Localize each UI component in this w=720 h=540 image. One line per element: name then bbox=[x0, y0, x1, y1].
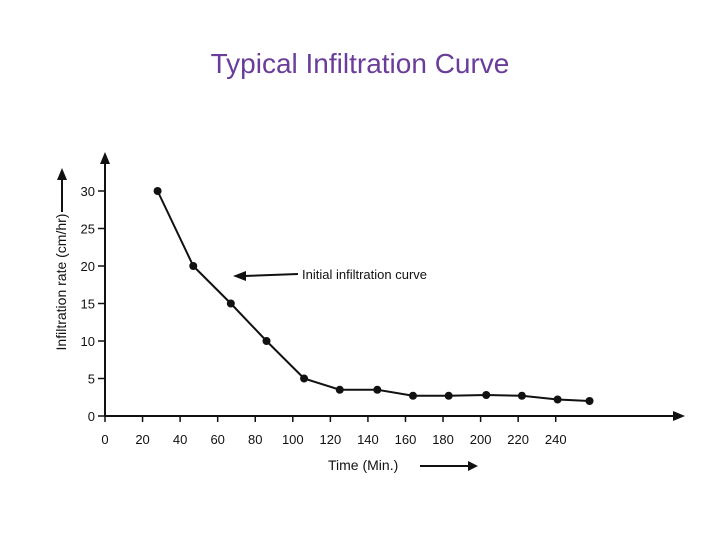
x-axis-title-arrowhead bbox=[468, 461, 478, 471]
annotations: Initial infiltration curve bbox=[233, 267, 427, 282]
data-point bbox=[153, 187, 162, 195]
x-tick-label: 20 bbox=[135, 432, 149, 447]
x-tick-label: 0 bbox=[101, 432, 108, 447]
tick-labels: 0 5 10 15 20 25 30 0 20 40 60 80 100 120 140 160 180 200 2… bbox=[53, 168, 567, 473]
data-point bbox=[517, 391, 526, 400]
x-tick-label: 140 bbox=[357, 432, 379, 447]
series bbox=[153, 187, 594, 405]
y-axis-title-arrowhead bbox=[57, 168, 67, 180]
y-tick-label: 10 bbox=[81, 334, 95, 349]
annotation-arrowhead bbox=[233, 271, 246, 281]
data-point bbox=[444, 391, 453, 400]
series-line bbox=[156, 190, 590, 402]
data-point bbox=[585, 397, 594, 405]
x-axis-title: Time (Min.) bbox=[328, 457, 398, 473]
x-tick-label: 80 bbox=[248, 432, 262, 447]
y-axis-arrowhead bbox=[100, 152, 110, 164]
x-axis-arrowhead bbox=[673, 411, 685, 421]
x-tick-label: 40 bbox=[173, 432, 187, 447]
data-point bbox=[373, 385, 382, 394]
x-tick-label: 60 bbox=[210, 432, 224, 447]
y-tick-label: 0 bbox=[88, 409, 95, 424]
y-tick-label: 30 bbox=[81, 184, 95, 199]
data-point bbox=[226, 299, 235, 308]
x-tick-label: 160 bbox=[395, 432, 417, 447]
data-point bbox=[262, 337, 271, 345]
x-tick-label: 180 bbox=[432, 432, 454, 447]
data-point bbox=[335, 385, 344, 394]
data-point bbox=[408, 391, 417, 400]
x-tick-label: 100 bbox=[282, 432, 304, 447]
y-tick-label: 15 bbox=[81, 297, 95, 312]
y-tick-label: 25 bbox=[81, 222, 95, 237]
data-point bbox=[189, 262, 198, 270]
y-tick-label: 20 bbox=[81, 259, 95, 274]
data-point bbox=[482, 391, 491, 399]
x-tick-label: 240 bbox=[545, 432, 567, 447]
data-point bbox=[300, 374, 309, 383]
x-tick-label: 120 bbox=[320, 432, 342, 447]
x-tick-label: 220 bbox=[507, 432, 529, 447]
axes bbox=[98, 152, 685, 422]
x-tick-label: 200 bbox=[470, 432, 492, 447]
annotation-arrow bbox=[243, 273, 299, 277]
data-point bbox=[553, 395, 562, 404]
y-axis-title: Infiltration rate (cm/hr) bbox=[53, 214, 69, 351]
slide-title: Typical Infiltration Curve bbox=[210, 48, 510, 79]
y-tick-label: 5 bbox=[88, 372, 95, 387]
annotation-label: Initial infiltration curve bbox=[302, 267, 427, 282]
